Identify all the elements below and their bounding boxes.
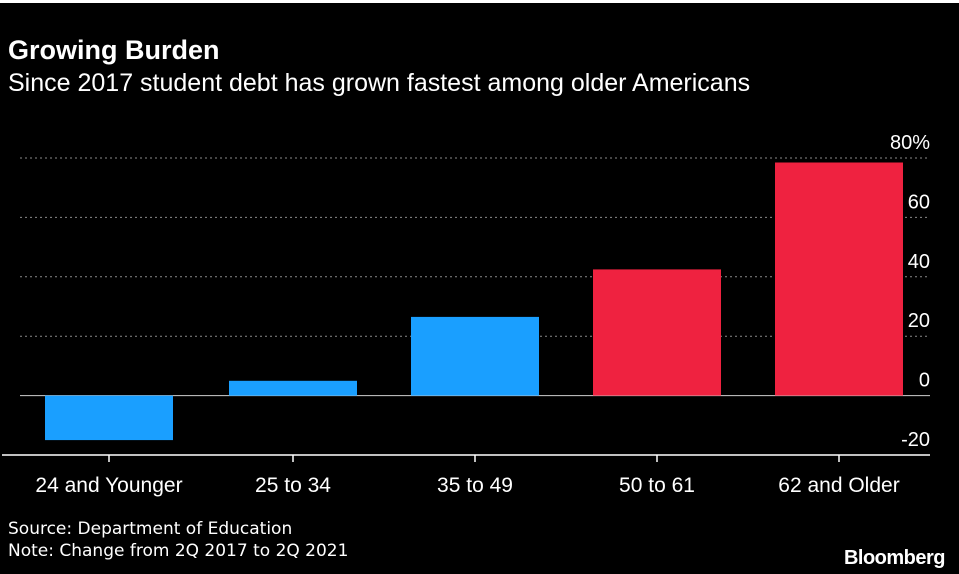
y-tick-label: 60 xyxy=(908,191,930,213)
top-rule xyxy=(0,0,959,3)
y-tick-label: 40 xyxy=(908,251,930,273)
footnote: Note: Change from 2Q 2017 to 2Q 2021 xyxy=(8,541,349,561)
y-tick-labels: -20 0 20 40 60 80% xyxy=(890,132,930,451)
bar xyxy=(411,316,539,396)
source-note: Source: Department of Education xyxy=(8,519,293,539)
chart-subtitle: Since 2017 student debt has grown fastes… xyxy=(8,69,751,97)
bar xyxy=(229,380,357,396)
y-tick-label: 0 xyxy=(919,370,930,392)
x-tick-label: 24 and Younger xyxy=(35,474,182,497)
x-tick-label: 35 to 49 xyxy=(437,474,513,497)
chart-title: Growing Burden xyxy=(8,35,220,65)
x-tick-labels: 24 and Younger 25 to 34 35 to 49 50 to 61 62… xyxy=(35,474,899,497)
bar xyxy=(45,395,173,441)
y-tick-label: -20 xyxy=(901,429,930,451)
bars xyxy=(45,162,903,441)
x-tick-label: 62 and Older xyxy=(778,474,899,497)
bloomberg-logo: Bloomberg xyxy=(843,547,946,569)
x-axis xyxy=(2,454,930,462)
x-tick-label: 50 to 61 xyxy=(619,474,695,497)
y-tick-label: 80% xyxy=(890,132,930,154)
y-tick-label: 20 xyxy=(908,310,930,332)
bar xyxy=(775,162,903,396)
bar xyxy=(593,269,721,396)
x-tick-label: 25 to 34 xyxy=(255,474,331,497)
